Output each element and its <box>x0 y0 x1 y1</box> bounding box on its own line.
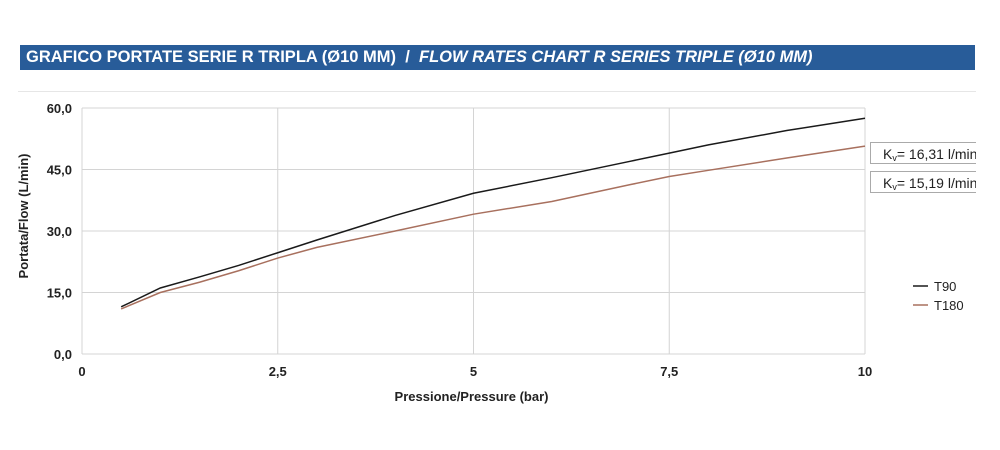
kv-value: = 15,19 l/min <box>896 175 976 191</box>
legend-label-t180: T180 <box>934 298 964 313</box>
x-axis-label: Pressione/Pressure (bar) <box>395 389 549 404</box>
kv-subscript: v <box>892 182 897 192</box>
divider <box>18 91 976 92</box>
y-tick-label: 60,0 <box>47 101 72 116</box>
title-italian: GRAFICO PORTATE SERIE R TRIPLA (Ø10 MM) <box>26 48 397 66</box>
kv-subscript: v <box>892 153 897 163</box>
y-tick-label: 15,0 <box>47 286 72 301</box>
kv-symbol: K <box>883 146 893 162</box>
series-line-t90 <box>120 117 866 308</box>
y-tick-label: 45,0 <box>47 163 72 178</box>
y-axis-label: Portata/Flow (L/min) <box>16 154 31 279</box>
x-tick-label: 0 <box>78 364 85 379</box>
x-tick-label: 2,5 <box>269 364 287 379</box>
legend-label-t90: T90 <box>934 279 956 294</box>
chart-header: GRAFICO PORTATE SERIE R TRIPLA (Ø10 MM) … <box>20 45 975 70</box>
series-line-t180 <box>120 145 866 310</box>
y-tick-label: 30,0 <box>47 224 72 239</box>
kv-symbol: K <box>883 175 893 191</box>
kv-label-t180: Kv= 15,19 l/min <box>870 171 976 193</box>
title-separator: / <box>405 48 410 66</box>
kv-value: = 16,31 l/min <box>896 146 976 162</box>
x-tick-label: 7,5 <box>660 364 678 379</box>
title-english: FLOW RATES CHART R SERIES TRIPLE (Ø10 MM… <box>418 48 813 66</box>
y-tick-label: 0,0 <box>54 347 72 362</box>
x-tick-label: 5 <box>470 364 477 379</box>
kv-label-t90: Kv= 16,31 l/min <box>870 142 976 164</box>
x-tick-label: 10 <box>858 364 872 379</box>
